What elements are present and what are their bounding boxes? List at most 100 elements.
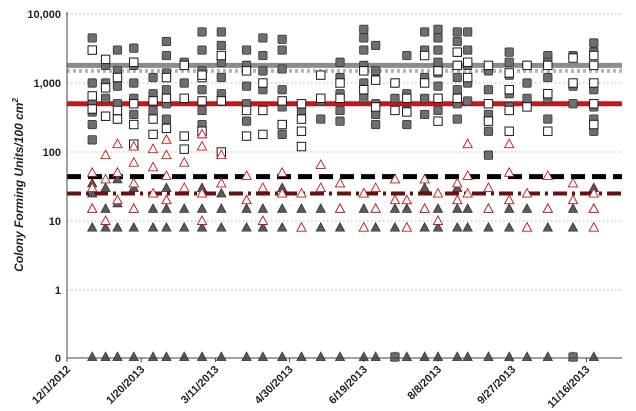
data-point-open-square	[589, 99, 599, 109]
data-point-filled-square	[197, 45, 207, 55]
data-point-filled-square	[112, 45, 123, 55]
data-point-filled-triangle	[419, 221, 430, 232]
data-point-open-square	[504, 68, 514, 78]
data-point-filled-square	[371, 119, 381, 130]
data-point-open-triangle	[241, 169, 252, 180]
data-point-filled-square	[241, 45, 252, 55]
data-point-open-square	[504, 84, 514, 95]
data-point-filled-square	[522, 78, 532, 88]
data-point-filled-square	[129, 78, 139, 88]
data-point-filled-triangle	[276, 203, 288, 213]
data-point-open-square	[296, 99, 307, 109]
data-point-filled-triangle	[401, 351, 413, 361]
data-point-open-square	[112, 72, 123, 83]
data-point-filled-square	[390, 93, 400, 103]
y-axis-title: Colony Forming Units/100 cm2	[11, 98, 26, 272]
data-point-open-triangle	[503, 166, 515, 177]
data-point-open-square	[370, 75, 381, 85]
data-point-open-square	[161, 93, 172, 104]
data-point-filled-square	[129, 109, 139, 120]
data-point-filled-square	[589, 38, 599, 48]
x-tick-labels: 12/1/2012 1/20/2013 3/11/2013 4/30/2013 6/19…	[30, 364, 592, 411]
x-tick-label: 3/11/2013	[179, 364, 222, 407]
data-point-open-square	[452, 93, 462, 104]
data-point-filled-triangle	[161, 351, 172, 361]
data-point-open-square	[483, 60, 494, 71]
data-point-filled-triangle	[216, 203, 227, 213]
x-tick-label: 4/30/2013	[253, 364, 296, 407]
data-point-open-square	[522, 60, 532, 71]
data-point-filled-triangle	[196, 351, 208, 361]
data-point-filled-square	[161, 114, 172, 124]
data-point-filled-square	[452, 85, 462, 95]
data-point-open-triangle	[178, 156, 190, 167]
data-point-open-triangle	[588, 187, 600, 198]
data-point-open-triangle	[112, 194, 123, 205]
data-point-filled-square	[452, 27, 462, 37]
data-point-filled-square	[483, 85, 494, 95]
data-point-open-square	[216, 50, 227, 61]
x-tick-label: 6/19/2013	[327, 364, 370, 407]
data-point-filled-triangle	[147, 221, 159, 232]
data-point-filled-square	[568, 352, 578, 362]
data-point-filled-square	[258, 66, 268, 76]
data-point-filled-triangle	[462, 351, 473, 361]
data-point-filled-triangle	[128, 351, 139, 361]
data-point-filled-triangle	[315, 351, 326, 361]
data-point-open-square	[179, 144, 189, 154]
data-point-open-square	[148, 129, 158, 140]
data-point-filled-square	[161, 85, 172, 95]
data-point-filled-square	[216, 72, 226, 83]
data-point-filled-triangle	[296, 351, 307, 361]
data-point-filled-square	[148, 105, 158, 116]
data-point-open-square	[390, 105, 400, 116]
data-point-open-square	[483, 116, 494, 126]
data-point-filled-triangle	[100, 351, 111, 361]
data-point-filled-square	[433, 24, 443, 34]
data-point-open-square	[197, 70, 207, 80]
data-point-open-triangle	[462, 187, 474, 198]
data-point-open-square	[148, 96, 158, 106]
data-point-open-square	[589, 119, 599, 130]
data-point-filled-square	[241, 116, 252, 126]
data-point-open-square	[589, 78, 599, 88]
data-point-filled-square	[258, 50, 268, 61]
data-point-open-square	[241, 131, 252, 141]
data-point-filled-square	[216, 40, 226, 51]
data-point-open-square	[359, 66, 369, 76]
data-point-open-square	[161, 123, 172, 134]
data-point-open-triangle	[100, 215, 111, 225]
data-point-filled-square	[161, 50, 172, 61]
data-point-open-triangle	[389, 194, 401, 205]
data-point-open-square	[483, 99, 494, 109]
data-point-filled-square	[420, 27, 430, 37]
data-point-filled-triangle	[452, 203, 463, 213]
data-point-open-triangle	[370, 182, 382, 193]
data-point-filled-square	[433, 33, 443, 43]
data-point-open-triangle	[567, 194, 579, 205]
data-point-open-square	[87, 104, 97, 114]
data-point-open-triangle	[276, 187, 288, 198]
data-point-open-square	[296, 126, 307, 136]
data-point-open-triangle	[542, 169, 554, 180]
data-point-open-triangle	[296, 187, 307, 198]
data-point-open-triangle	[462, 138, 474, 149]
data-point-filled-triangle	[257, 203, 269, 213]
data-point-open-triangle	[432, 215, 444, 225]
data-point-open-square	[296, 141, 307, 152]
data-point-filled-square	[543, 114, 553, 124]
data-point-open-square	[112, 105, 123, 116]
data-point-open-triangle	[112, 166, 123, 177]
data-point-filled-triangle	[462, 203, 473, 213]
data-point-filled-square	[433, 105, 443, 116]
data-point-filled-triangle	[334, 221, 346, 232]
data-point-filled-triangle	[161, 221, 172, 232]
data-point-open-triangle	[419, 173, 430, 184]
data-point-filled-square	[258, 33, 268, 43]
data-point-filled-square	[197, 105, 207, 116]
data-point-filled-triangle	[462, 221, 473, 232]
data-point-open-triangle	[462, 169, 474, 180]
data-point-filled-triangle	[112, 351, 123, 361]
data-point-open-triangle	[296, 221, 307, 232]
